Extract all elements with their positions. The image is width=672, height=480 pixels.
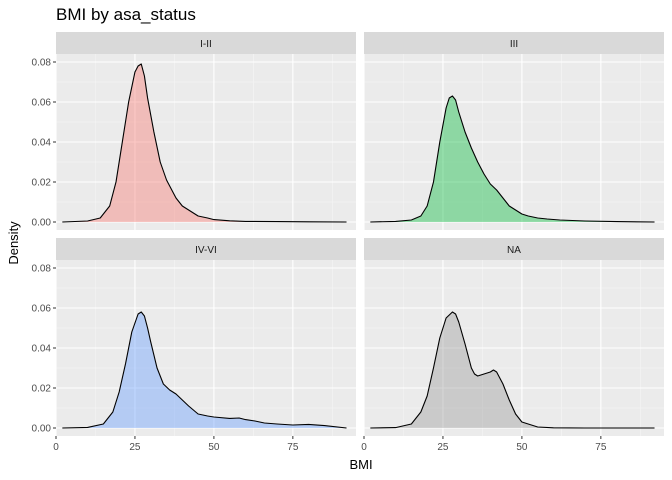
density-area xyxy=(62,312,347,428)
y-tick-label: 0.06 xyxy=(32,304,52,315)
y-axis-title: Density xyxy=(6,221,21,265)
facet-strip xyxy=(364,238,664,260)
facet-strip xyxy=(364,32,664,54)
facet-panel: IV-VI 0.00 0.02 0.04 0.06 0.08 0 25 50 75 xyxy=(32,238,356,453)
x-tick-label: 0 xyxy=(361,442,367,453)
x-tick-label: 0 xyxy=(53,442,59,453)
y-tick-label: 0.06 xyxy=(32,98,52,109)
density-line xyxy=(370,311,655,429)
facet-strip-label: NA xyxy=(507,245,521,256)
x-tick-label: 25 xyxy=(129,442,141,453)
facet-panels: I-II 0.00 0.02 0.04 0.06 0.08 III IV-VI 0.00 0.02… xyxy=(32,32,664,453)
y-tick-label: 0.08 xyxy=(32,264,52,275)
facet-panel: III xyxy=(363,32,664,230)
x-tick-label: 50 xyxy=(208,442,220,453)
chart-title: BMI by asa_status xyxy=(56,5,196,24)
x-tick-label: 25 xyxy=(437,442,449,453)
density-area xyxy=(62,64,347,222)
y-tick-label: 0.02 xyxy=(32,178,52,189)
y-tick-label: 0.02 xyxy=(32,384,52,395)
y-tick-label: 0.04 xyxy=(32,344,52,355)
facet-strip xyxy=(56,238,356,260)
density-area xyxy=(370,96,655,222)
facet-panel: NA 0 25 50 75 xyxy=(361,238,664,453)
y-tick-label: 0.08 xyxy=(32,58,52,69)
density-line xyxy=(62,311,347,429)
facet-strip-label: IV-VI xyxy=(195,245,217,256)
facet-strip-label: I-II xyxy=(200,39,212,50)
x-tick-label: 75 xyxy=(595,442,607,453)
facet-strip-label: III xyxy=(510,39,518,50)
density-area xyxy=(370,312,655,428)
x-axis-title: BMI xyxy=(349,457,372,472)
x-tick-label: 50 xyxy=(516,442,528,453)
facet-panel: I-II 0.00 0.02 0.04 0.06 0.08 xyxy=(32,32,356,230)
y-tick-label: 0.00 xyxy=(32,424,52,435)
y-tick-label: 0.04 xyxy=(32,138,52,149)
density-line xyxy=(370,95,655,223)
facet-strip xyxy=(56,32,356,54)
y-tick-label: 0.00 xyxy=(32,218,52,229)
density-line xyxy=(62,63,347,223)
x-tick-label: 75 xyxy=(287,442,299,453)
